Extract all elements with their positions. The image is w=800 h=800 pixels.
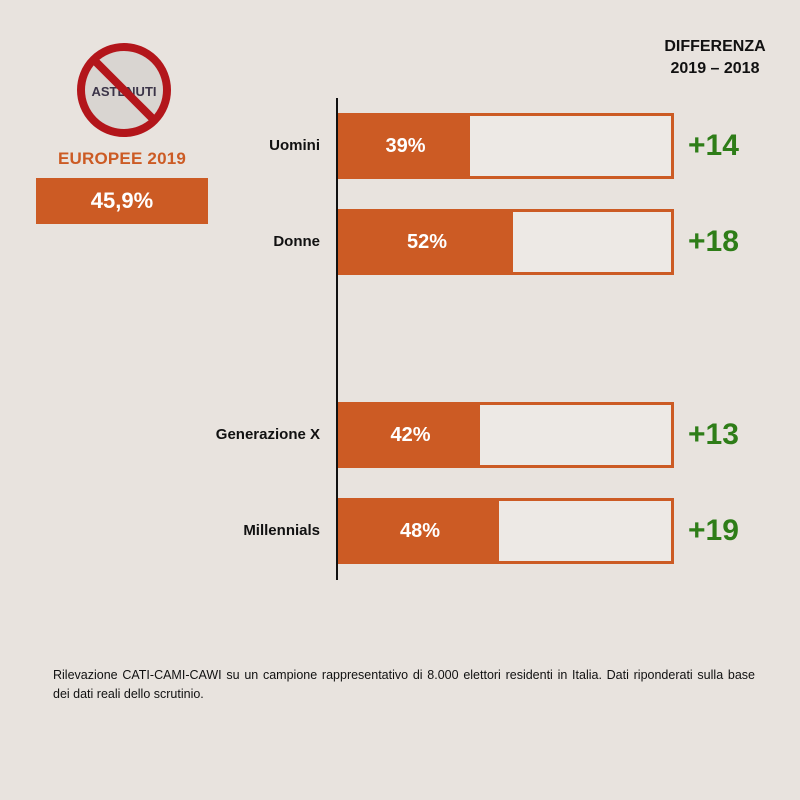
bar-value-label: 52%: [406, 230, 448, 253]
badge-value: 45,9%: [36, 178, 208, 224]
footnote: Rilevazione CATI-CAMI-CAWI su un campion…: [53, 668, 755, 701]
bar: [341, 405, 480, 465]
difference-value: +19: [688, 514, 739, 547]
prohibition-icon: ASTENUTI: [74, 40, 174, 140]
bar: [341, 212, 513, 272]
row-label: Donne: [273, 233, 320, 250]
category-axis: [336, 98, 338, 580]
difference-value: +13: [688, 418, 739, 451]
row-label: Uomini: [269, 137, 320, 154]
row-label: Millennials: [243, 522, 320, 539]
bar-track: 48%: [338, 498, 674, 564]
difference-header-line2: 2019 – 2018: [670, 60, 760, 77]
bar-track: 39%: [338, 113, 674, 179]
bar-value-label: 42%: [390, 423, 431, 446]
bar: [341, 501, 499, 561]
bar-value-label: 39%: [385, 134, 426, 157]
bar-track: 52%: [338, 209, 674, 275]
badge-title: EUROPEE 2019: [57, 149, 187, 168]
difference-value: +18: [688, 225, 739, 258]
bar-track: 42%: [338, 402, 674, 468]
bar-value-label: 48%: [399, 519, 441, 542]
bar: [341, 116, 470, 176]
difference-value: +14: [688, 129, 739, 162]
difference-header-line1: DIFFERENZA: [664, 38, 766, 55]
difference-header: DIFFERENZA 2019 – 2018: [640, 36, 790, 80]
row-label: Generazione X: [215, 426, 320, 443]
